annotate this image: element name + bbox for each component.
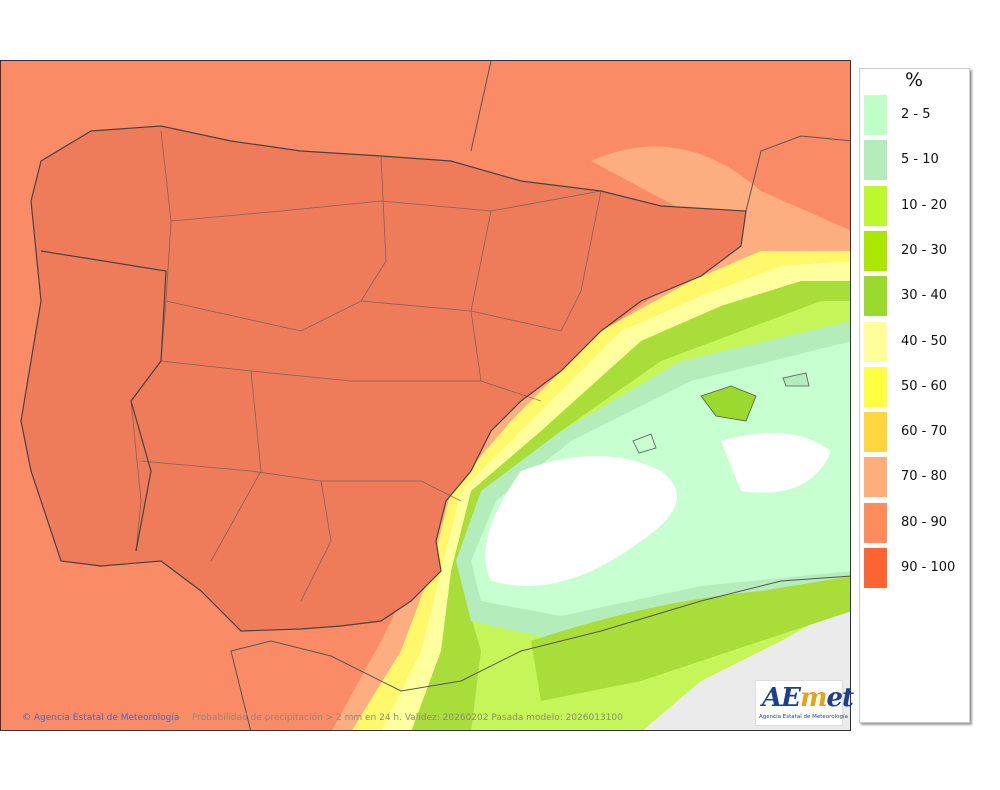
legend-swatch [864,321,887,362]
legend-item: 2 - 5 [864,95,964,136]
legend-swatch [864,95,887,135]
logo-subtitle: Agencia Estatal de Meteorología [759,714,848,720]
legend-swatch [864,457,887,498]
portugal-border [40,250,167,552]
legend-item: 90 - 100 [864,548,964,589]
legend-item: 5 - 10 [864,140,964,181]
ibiza [632,433,657,454]
legend-label: 90 - 100 [901,560,956,575]
legend-swatch [864,548,887,588]
africa-coast [230,575,850,730]
legend-label: 40 - 50 [901,333,948,349]
legend-label: 20 - 30 [901,242,948,258]
precipitation-probability-map [0,60,851,731]
legend-label: 60 - 70 [901,424,948,440]
legend-swatch [864,185,887,226]
legend-label: 10 - 20 [901,197,948,213]
legend-item: 20 - 30 [864,230,964,272]
legend-swatch [864,412,887,453]
legend-swatch [864,502,887,543]
legend-swatch [864,230,887,271]
legend-swatch [864,140,887,181]
legend-label: 2 - 5 [901,107,931,122]
legend-swatch [864,366,887,407]
legend-label: 50 - 60 [901,378,948,394]
menorca [782,372,810,387]
zone-green-africa [531,576,850,701]
zone-below-2 [721,433,831,493]
mallorca [700,385,757,422]
legend-item: 10 - 20 [864,185,964,227]
france-coast [470,61,850,212]
zone-below-2 [485,456,677,586]
legend-swatch [864,276,887,317]
legend-item: 30 - 40 [864,276,964,317]
iberian-peninsula [20,125,747,632]
province-borders [130,130,602,602]
legend-label: 30 - 40 [901,288,948,304]
legend-label: 80 - 90 [901,514,948,530]
legend-label: 70 - 80 [901,469,948,485]
legend-label: 5 - 10 [901,152,939,168]
aemet-logo: AEmet Agencia Estatal de Meteorología [755,680,854,726]
legend-item: 60 - 70 [864,412,964,453]
map-caption: Probabilidad de precipitación > 2 mm en … [192,713,623,723]
legend: % 2 - 5 5 - 10 10 - 20 20 - 30 30 - 40 40 - 5… [859,68,970,723]
legend-title: % [904,69,924,91]
legend-item: 70 - 80 [864,457,964,498]
agency-credit: © Agencia Estatal de Meteorología [22,713,180,723]
legend-item: 80 - 90 [864,502,964,544]
legend-item: 40 - 50 [864,321,964,363]
legend-item: 50 - 60 [864,366,964,408]
